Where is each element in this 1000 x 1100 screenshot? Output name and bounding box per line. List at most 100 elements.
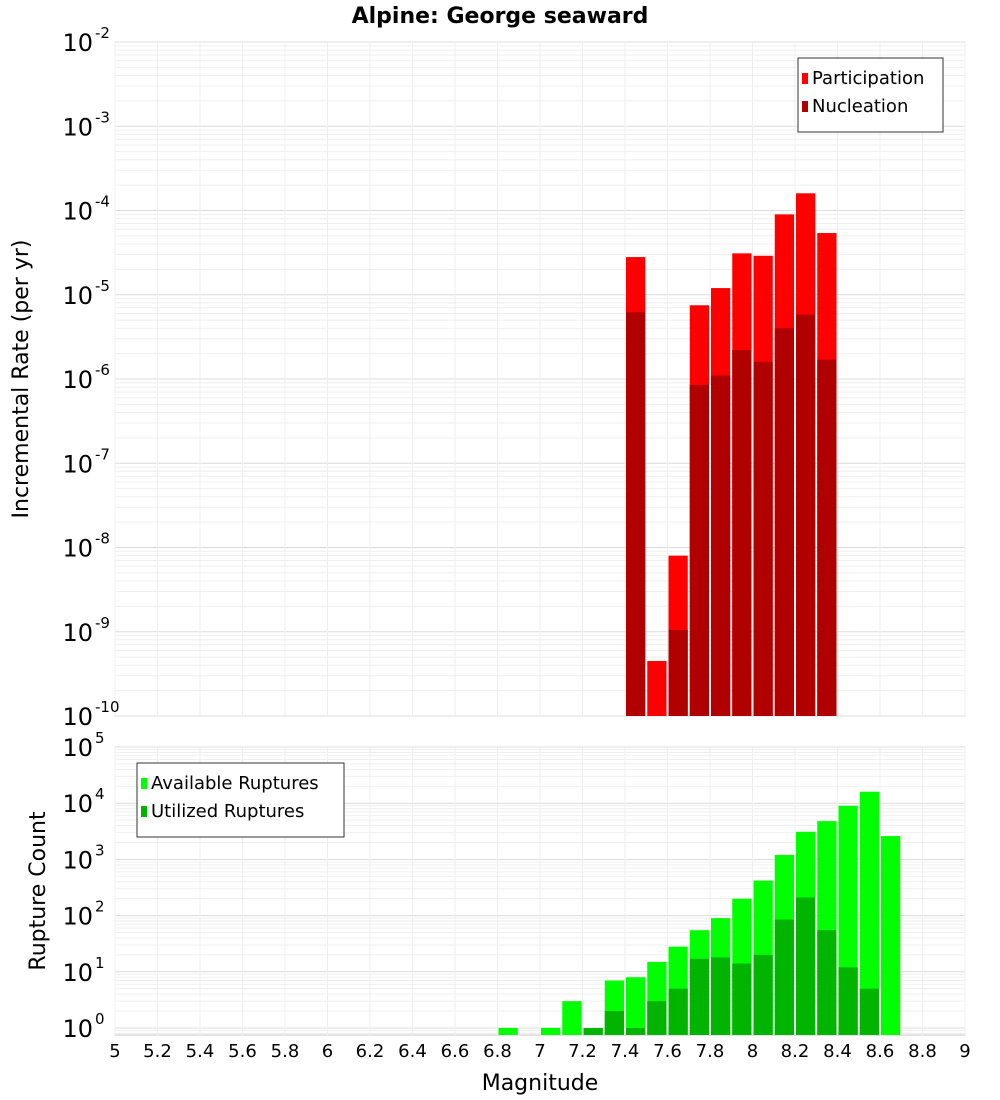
bar-0-1-4	[732, 350, 752, 716]
x-tick-label: 6.4	[398, 1041, 427, 1062]
legend-swatch-1	[141, 806, 147, 817]
rate-gridlines	[114, 41, 966, 717]
bar-0-0-1	[647, 660, 667, 716]
y-tick-exponent: -10	[95, 698, 120, 716]
bar-0-1-0	[626, 312, 646, 716]
y-tick-label: 10	[62, 959, 93, 987]
count-bars	[498, 791, 901, 1035]
x-tick-label: 5.4	[186, 1041, 215, 1062]
y-tick-exponent: 4	[95, 785, 105, 803]
y-tick-label: 10	[62, 846, 93, 874]
x-tick-label: 7.6	[653, 1041, 682, 1062]
y-tick-label: 10	[62, 282, 93, 310]
bar-0-1-3	[711, 375, 731, 716]
y-tick-exponent: 1	[95, 954, 105, 972]
count-legend: Available Ruptures Utilized Ruptures	[136, 762, 345, 838]
x-tick-label: 8.2	[781, 1041, 810, 1062]
y-tick-label: 10	[62, 113, 93, 141]
bar-1-1-2	[626, 1027, 646, 1035]
x-tick-label: 5.2	[143, 1041, 172, 1062]
y-tick-label: 10	[62, 790, 93, 818]
bar-1-1-6	[711, 957, 731, 1035]
y-tick-label: 10	[62, 619, 93, 647]
y-tick-label: 10	[62, 1015, 93, 1043]
y-tick-label: 10	[62, 450, 93, 478]
bar-1-1-11	[817, 930, 837, 1035]
bar-0-1-8	[817, 359, 837, 716]
chart-title: Alpine: George seaward	[352, 4, 649, 29]
legend-label-0: Participation	[812, 68, 924, 89]
y-tick-label: 10	[62, 29, 93, 57]
y-tick-exponent: 2	[95, 898, 105, 916]
bar-1-1-9	[774, 919, 794, 1035]
legend-swatch-0	[141, 778, 147, 789]
y-tick-exponent: 3	[95, 841, 105, 859]
x-tick-label: 7.4	[611, 1041, 640, 1062]
bar-1-1-8	[753, 954, 773, 1035]
bar-0-1-1	[668, 629, 688, 716]
y-tick-exponent: -3	[95, 108, 110, 126]
y-tick-exponent: -8	[95, 530, 110, 548]
count-y-axis-label: Rupture Count	[26, 811, 51, 971]
legend-swatch-1	[802, 101, 808, 112]
x-tick-label: 7.2	[568, 1041, 597, 1062]
bar-1-1-0	[583, 1027, 603, 1035]
bar-1-1-13	[859, 988, 879, 1035]
bar-0-1-7	[796, 314, 816, 716]
x-tick-label: 5	[109, 1041, 120, 1062]
legend-label-1: Nucleation	[812, 96, 908, 117]
rate-bars	[626, 193, 837, 717]
x-tick-label: 7.8	[696, 1041, 725, 1062]
magnitude-x-axis-label: Magnitude	[482, 1071, 599, 1096]
y-tick-exponent: -6	[95, 361, 110, 379]
rate-legend: Participation Nucleation	[797, 57, 944, 133]
bar-0-1-6	[774, 328, 794, 716]
y-tick-label: 10	[62, 703, 93, 731]
bar-1-0-1	[541, 1027, 561, 1035]
x-tick-label: 6	[322, 1041, 333, 1062]
y-tick-exponent: 5	[95, 729, 105, 747]
legend-box	[797, 57, 944, 133]
x-tick-label: 6.2	[356, 1041, 385, 1062]
y-tick-label: 10	[62, 734, 93, 762]
y-tick-exponent: -7	[95, 445, 110, 463]
x-tick-label: 6.6	[441, 1041, 470, 1062]
bar-1-1-7	[732, 963, 752, 1035]
bar-1-0-5	[626, 977, 646, 1035]
bar-1-0-2	[562, 1001, 582, 1035]
bar-1-1-1	[604, 1011, 624, 1035]
rate-plot: 10-210-310-410-510-610-710-810-910-10 In…	[9, 24, 966, 731]
y-tick-label: 10	[62, 903, 93, 931]
rate-y-axis-label: Incremental Rate (per yr)	[9, 240, 34, 519]
bar-1-1-4	[668, 988, 688, 1035]
y-tick-exponent: -5	[95, 277, 110, 295]
y-tick-label: 10	[62, 535, 93, 563]
y-tick-label: 10	[62, 198, 93, 226]
bar-1-0-16	[859, 791, 879, 1035]
x-tick-label: 6.8	[483, 1041, 512, 1062]
legend-swatch-0	[802, 73, 808, 84]
bar-1-1-5	[689, 958, 709, 1035]
y-tick-exponent: -9	[95, 614, 110, 632]
legend-label-1: Utilized Ruptures	[151, 801, 304, 822]
bar-1-0-0	[498, 1027, 518, 1035]
x-tick-label: 8	[747, 1041, 758, 1062]
bar-1-0-17	[881, 836, 901, 1035]
y-tick-exponent: -4	[95, 193, 110, 211]
y-tick-exponent: -2	[95, 24, 110, 42]
bar-1-1-12	[838, 967, 858, 1035]
magnitude-x-ticks: 5 5.2 5.4 5.6 5.8 6 6.2 6.4 6.6 6.8 7 7.2 7.4 7.6 7.8 8…	[109, 1041, 970, 1062]
bar-1-1-3	[647, 1001, 667, 1035]
legend-label-0: Available Ruptures	[151, 773, 319, 794]
rate-y-ticks: 10-210-310-410-510-610-710-810-910-10	[62, 24, 119, 731]
y-tick-label: 10	[62, 366, 93, 394]
x-tick-label: 9	[959, 1041, 970, 1062]
x-tick-label: 8.8	[908, 1041, 937, 1062]
x-tick-label: 8.6	[866, 1041, 895, 1062]
bar-1-1-10	[796, 897, 816, 1035]
x-tick-label: 5.8	[271, 1041, 300, 1062]
bar-0-1-2	[689, 384, 709, 716]
